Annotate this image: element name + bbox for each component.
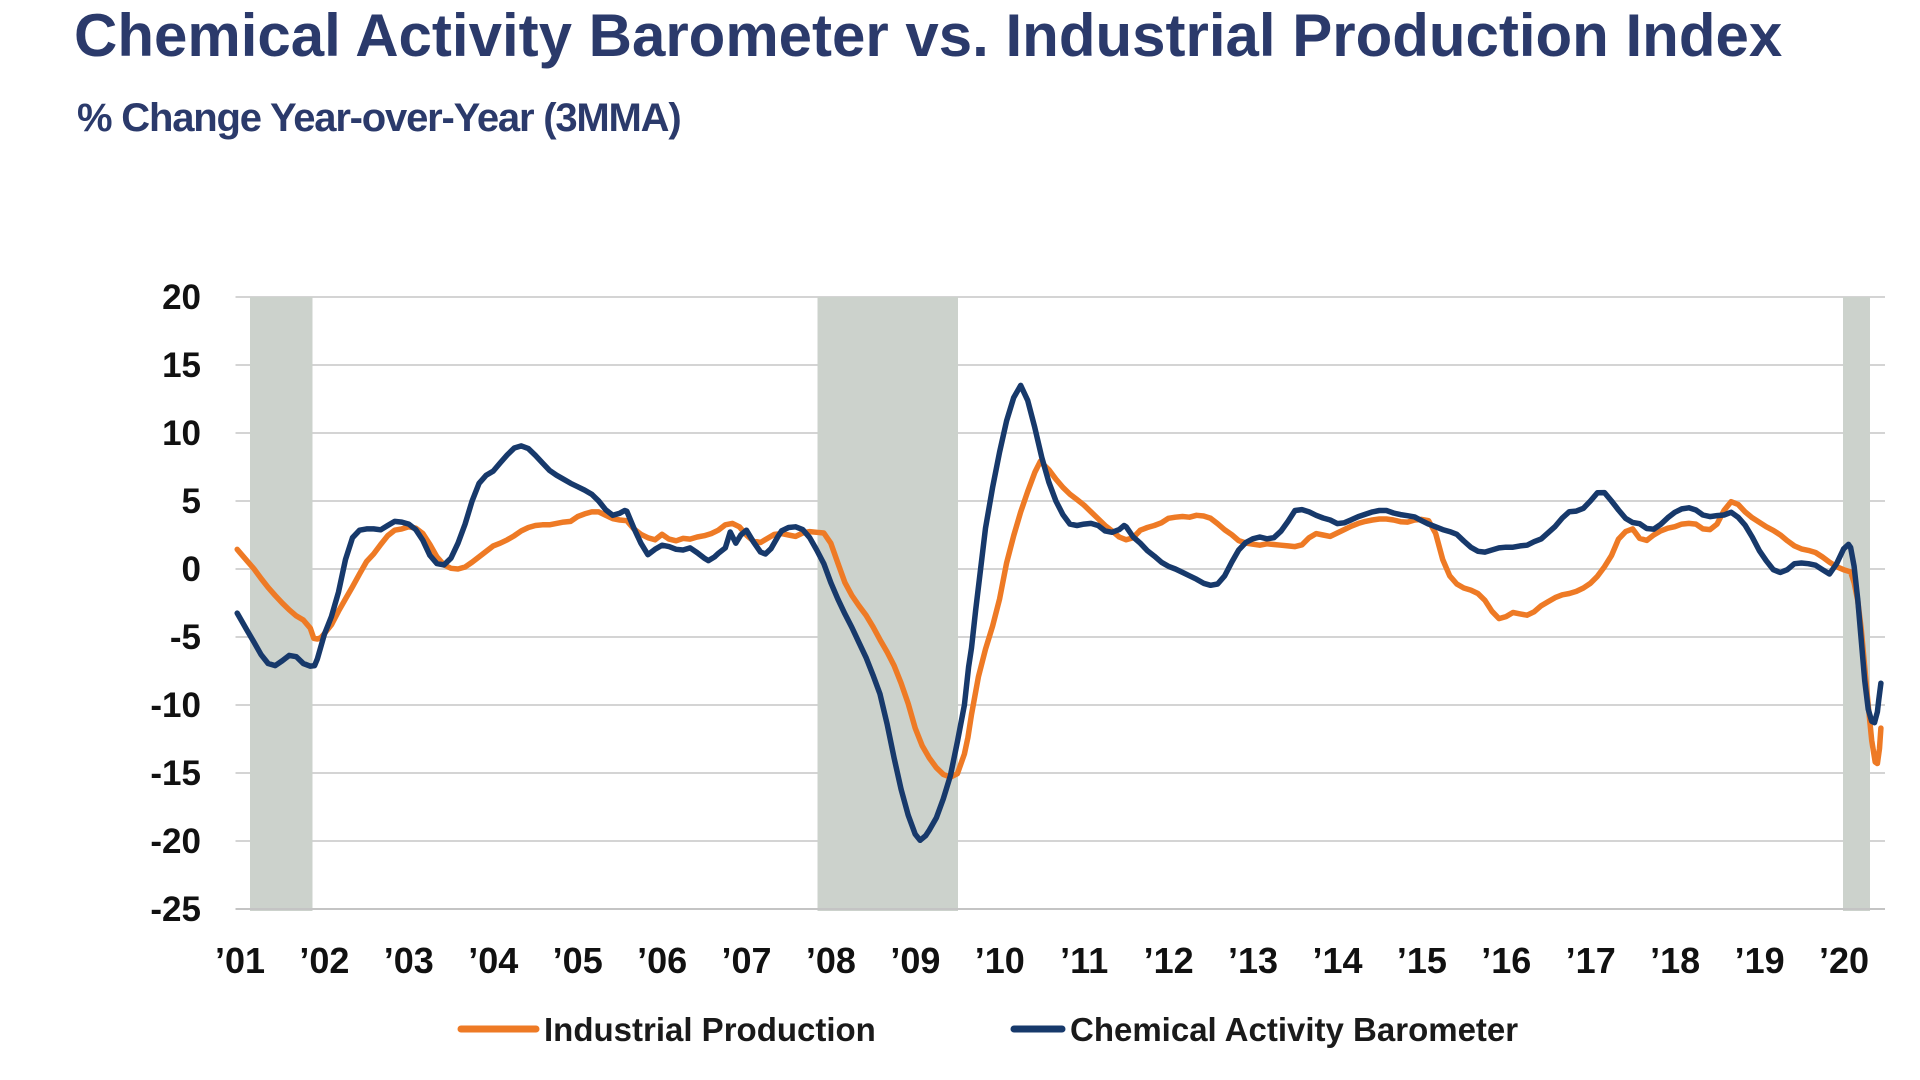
svg-text:’01: ’01 [215, 940, 265, 981]
svg-text:0: 0 [182, 550, 201, 589]
svg-text:’02: ’02 [299, 940, 349, 981]
svg-text:-20: -20 [150, 822, 201, 861]
svg-text:’05: ’05 [553, 940, 603, 981]
svg-text:Industrial Production: Industrial Production [544, 1011, 876, 1048]
svg-text:15: 15 [162, 346, 201, 385]
svg-text:’04: ’04 [468, 940, 518, 981]
svg-text:’10: ’10 [975, 940, 1025, 981]
svg-text:% Change Year-over-Year (3MMA): % Change Year-over-Year (3MMA) [77, 96, 680, 140]
svg-text:’09: ’09 [890, 940, 940, 981]
svg-text:’17: ’17 [1566, 940, 1616, 981]
svg-text:’18: ’18 [1650, 940, 1700, 981]
svg-text:’19: ’19 [1735, 940, 1785, 981]
svg-text:’13: ’13 [1228, 940, 1278, 981]
svg-text:-10: -10 [150, 686, 201, 725]
svg-text:Chemical Activity Barometer: Chemical Activity Barometer [1070, 1011, 1518, 1048]
svg-text:’20: ’20 [1819, 940, 1869, 981]
svg-text:-5: -5 [170, 618, 201, 657]
svg-text:’07: ’07 [721, 940, 771, 981]
svg-text:’12: ’12 [1144, 940, 1194, 981]
svg-text:-15: -15 [150, 754, 201, 793]
svg-text:’15: ’15 [1397, 940, 1447, 981]
svg-text:’03: ’03 [384, 940, 434, 981]
svg-text:’06: ’06 [637, 940, 687, 981]
svg-text:’08: ’08 [806, 940, 856, 981]
svg-text:20: 20 [162, 278, 201, 317]
svg-text:5: 5 [182, 482, 201, 521]
svg-text:’16: ’16 [1481, 940, 1531, 981]
svg-text:10: 10 [162, 414, 201, 453]
svg-text:Chemical Activity Barometer vs: Chemical Activity Barometer vs. Industri… [74, 2, 1782, 69]
svg-text:-25: -25 [150, 890, 201, 929]
svg-text:’11: ’11 [1060, 940, 1108, 981]
svg-text:’14: ’14 [1312, 940, 1362, 981]
